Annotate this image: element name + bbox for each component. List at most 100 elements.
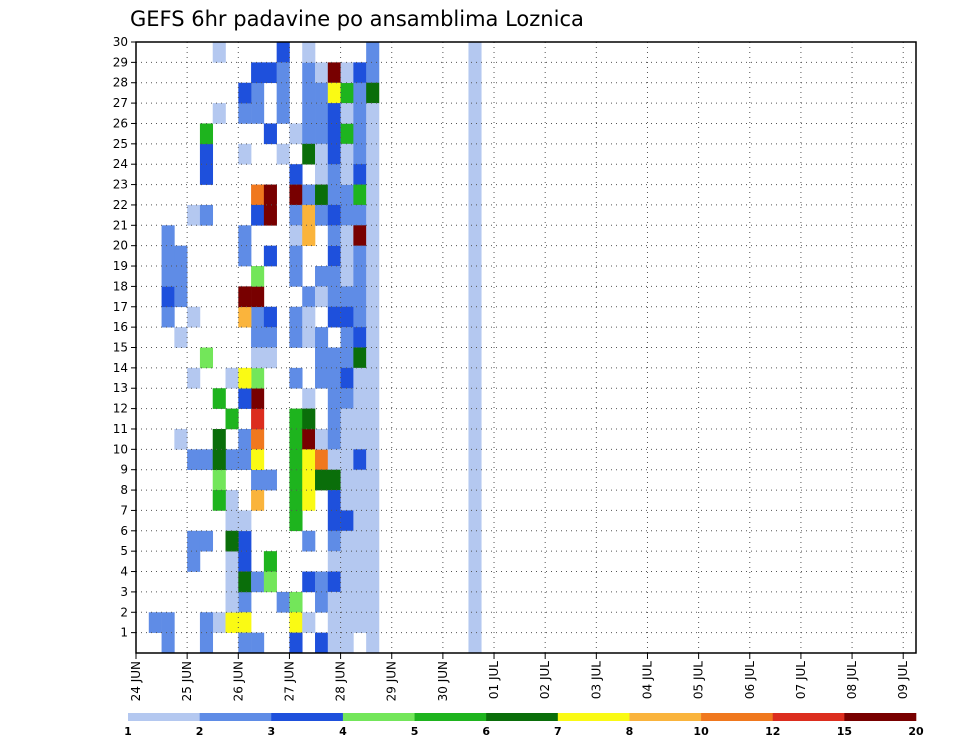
heatmap-cell: [353, 490, 367, 511]
y-tick-label: 10: [113, 442, 128, 456]
heatmap-cell: [302, 388, 316, 409]
y-tick-label: 27: [113, 96, 128, 110]
heatmap-cell: [315, 449, 329, 470]
heatmap-cell: [289, 184, 303, 206]
heatmap-cell: [327, 225, 341, 246]
heatmap-cell: [327, 266, 341, 287]
legend-label: 1: [124, 725, 132, 738]
heatmap-cell: [366, 510, 380, 532]
heatmap-cell: [302, 428, 316, 450]
heatmap-cell: [174, 245, 188, 267]
heatmap-cell: [238, 143, 252, 165]
heatmap-cell: [366, 82, 380, 104]
heatmap-cell: [225, 571, 239, 593]
heatmap-cell: [340, 632, 354, 654]
legend-swatch: [629, 713, 702, 721]
heatmap-cell: [251, 327, 265, 348]
heatmap-cell: [276, 591, 290, 613]
heatmap-cell: [468, 510, 482, 532]
heatmap-cells: [148, 42, 482, 654]
y-tick-label: 15: [113, 341, 128, 355]
heatmap-cell: [302, 469, 316, 491]
heatmap-cell: [315, 143, 329, 165]
y-tick-label: 14: [113, 361, 128, 375]
heatmap-cell: [353, 510, 367, 532]
heatmap-cell: [302, 571, 316, 593]
heatmap-cell: [187, 530, 201, 552]
heatmap-cell: [353, 347, 367, 369]
heatmap-cell: [289, 428, 303, 450]
heatmap-cell: [340, 204, 354, 226]
legend-swatch: [844, 713, 917, 721]
heatmap-cell: [327, 632, 341, 654]
heatmap-cell: [238, 388, 252, 409]
heatmap-cell: [327, 551, 341, 572]
heatmap-cell: [366, 347, 380, 369]
heatmap-cell: [468, 82, 482, 104]
heatmap-cell: [302, 42, 316, 63]
heatmap-cell: [353, 327, 367, 348]
heatmap-cell: [340, 428, 354, 450]
heatmap-cell: [212, 428, 226, 450]
heatmap-cell: [199, 143, 214, 165]
heatmap-cell: [225, 591, 239, 613]
heatmap-cell: [366, 612, 380, 633]
legend-label: 2: [196, 725, 204, 738]
heatmap-cell: [289, 164, 303, 185]
y-tick-label: 9: [120, 463, 128, 477]
heatmap-cell: [302, 204, 316, 226]
legend-swatch: [199, 713, 272, 721]
heatmap-cell: [289, 591, 303, 613]
heatmap-cell: [263, 204, 277, 226]
heatmap-cell: [468, 103, 482, 124]
heatmap-cell: [212, 490, 226, 511]
heatmap-cell: [366, 327, 380, 348]
legend-label: 15: [837, 725, 852, 738]
heatmap-cell: [187, 306, 201, 328]
heatmap-cell: [251, 449, 265, 470]
x-tick-label: 25 JUN: [180, 661, 194, 701]
x-tick-label: 01 JUL: [487, 661, 501, 699]
heatmap-cell: [340, 286, 354, 308]
y-tick-label: 29: [113, 55, 128, 69]
heatmap-cell: [468, 123, 482, 145]
heatmap-cell: [289, 245, 303, 267]
heatmap-cell: [468, 612, 482, 633]
x-tick-label: 29 JUN: [385, 661, 399, 701]
heatmap-cell: [468, 306, 482, 328]
y-tick-label: 18: [113, 279, 128, 293]
heatmap-cell: [468, 571, 482, 593]
heatmap-cell: [468, 164, 482, 185]
heatmap-cell: [174, 286, 188, 308]
heatmap-cell: [468, 490, 482, 511]
heatmap-cell: [199, 632, 214, 654]
heatmap-cell: [327, 530, 341, 552]
heatmap-cell: [366, 571, 380, 593]
y-tick-label: 23: [113, 178, 128, 192]
heatmap-cell: [468, 530, 482, 552]
heatmap-cell: [327, 510, 341, 532]
heatmap-cell: [289, 266, 303, 287]
heatmap-cell: [161, 632, 175, 654]
heatmap-cell: [238, 632, 252, 654]
heatmap-cell: [251, 388, 265, 409]
heatmap-cell: [251, 62, 265, 84]
heatmap-cell: [468, 632, 482, 654]
legend-label: 6: [482, 725, 490, 738]
heatmap-cell: [468, 367, 482, 389]
heatmap-cell: [327, 184, 341, 206]
y-tick-label: 16: [113, 320, 128, 334]
heatmap-cell: [340, 388, 354, 409]
heatmap-cell: [225, 551, 239, 572]
heatmap-cell: [327, 123, 341, 145]
heatmap-cell: [366, 62, 380, 84]
heatmap-cell: [161, 306, 175, 328]
heatmap-cell: [353, 123, 367, 145]
heatmap-cell: [302, 530, 316, 552]
x-tick-label: 03 JUL: [589, 661, 603, 699]
heatmap-cell: [315, 591, 329, 613]
heatmap-cell: [238, 591, 252, 613]
heatmap-cell: [353, 266, 367, 287]
heatmap-cell: [340, 367, 354, 389]
